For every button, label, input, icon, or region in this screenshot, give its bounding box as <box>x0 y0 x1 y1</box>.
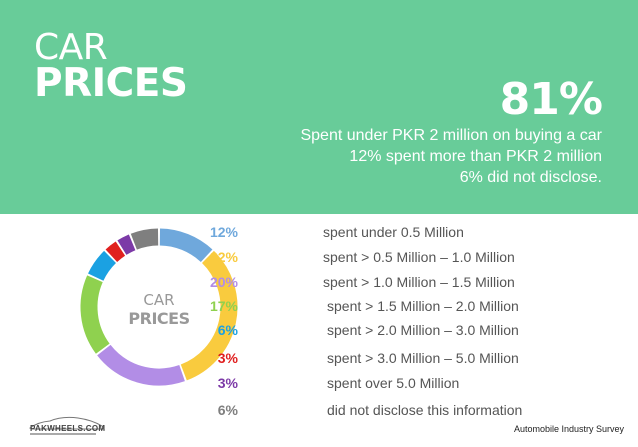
legend-percentage: 6% <box>217 402 238 418</box>
legend-percentage: 6% <box>217 322 238 338</box>
legend-percentage: 17% <box>209 298 238 314</box>
legend-label: spent > 1.0 Million – 1.5 Million <box>323 274 515 290</box>
donut-slice <box>117 234 136 255</box>
logo-wordmark: PAKWHEELS.COM <box>30 424 106 433</box>
donut-slice <box>105 241 126 263</box>
legend-row: 3% spent > 3.0 Million – 5.0 Million <box>0 348 560 368</box>
legend-row: 32% spent > 0.5 Million – 1.0 Million <box>0 247 560 267</box>
legend-label: spent under 0.5 Million <box>323 224 464 240</box>
donut-slice <box>180 250 238 381</box>
title-line-1: CAR <box>34 27 108 68</box>
legend-row: 17% spent > 1.5 Million – 2.0 Million <box>0 296 560 316</box>
donut-slice <box>80 275 110 354</box>
legend-label: spent > 1.5 Million – 2.0 Million <box>327 298 519 314</box>
legend-label: did not disclose this information <box>327 402 523 418</box>
legend-percentage: 3% <box>217 375 238 391</box>
legend-label: spent over 5.0 Million <box>327 375 460 391</box>
legend-row: 6% spent > 2.0 Million – 3.0 Million <box>0 320 560 340</box>
legend-row: 3% spent over 5.0 Million <box>0 373 560 393</box>
legend-label: spent > 0.5 Million – 1.0 Million <box>323 249 515 265</box>
title-line-2: PRICES <box>34 61 188 106</box>
donut-center-line-2: PRICES <box>128 309 190 328</box>
legend-label: spent > 2.0 Million – 3.0 Million <box>327 322 519 338</box>
legend-percentage: 3% <box>217 350 238 366</box>
donut-slice <box>97 344 185 386</box>
legend-percentage: 32% <box>209 249 238 265</box>
donut-slice <box>88 250 117 282</box>
summary-line-2: 12% spent more than PKR 2 million <box>349 148 602 165</box>
headline-percentage: 81% <box>499 74 603 125</box>
logo-underline <box>30 433 96 435</box>
legend-percentage: 20% <box>209 274 238 290</box>
header-banner <box>0 0 638 214</box>
legend-percentage: 12% <box>209 224 238 240</box>
legend-row: 20% spent > 1.0 Million – 1.5 Million <box>0 272 560 292</box>
legend-row: 6% did not disclose this information <box>0 400 560 420</box>
legend-row: 12% spent under 0.5 Million <box>0 222 560 242</box>
summary-line-3: 6% did not disclose. <box>459 169 602 186</box>
donut-chart <box>80 228 238 386</box>
donut-slice <box>130 228 159 250</box>
donut-center-line-1: CAR <box>143 291 175 309</box>
source-note: Automobile Industry Survey <box>513 424 624 434</box>
legend-label: spent > 3.0 Million – 5.0 Million <box>327 350 519 366</box>
car-silhouette-logo-icon <box>29 416 105 430</box>
donut-slice <box>159 228 213 263</box>
summary-line-1: Spent under PKR 2 million on buying a ca… <box>300 127 602 144</box>
